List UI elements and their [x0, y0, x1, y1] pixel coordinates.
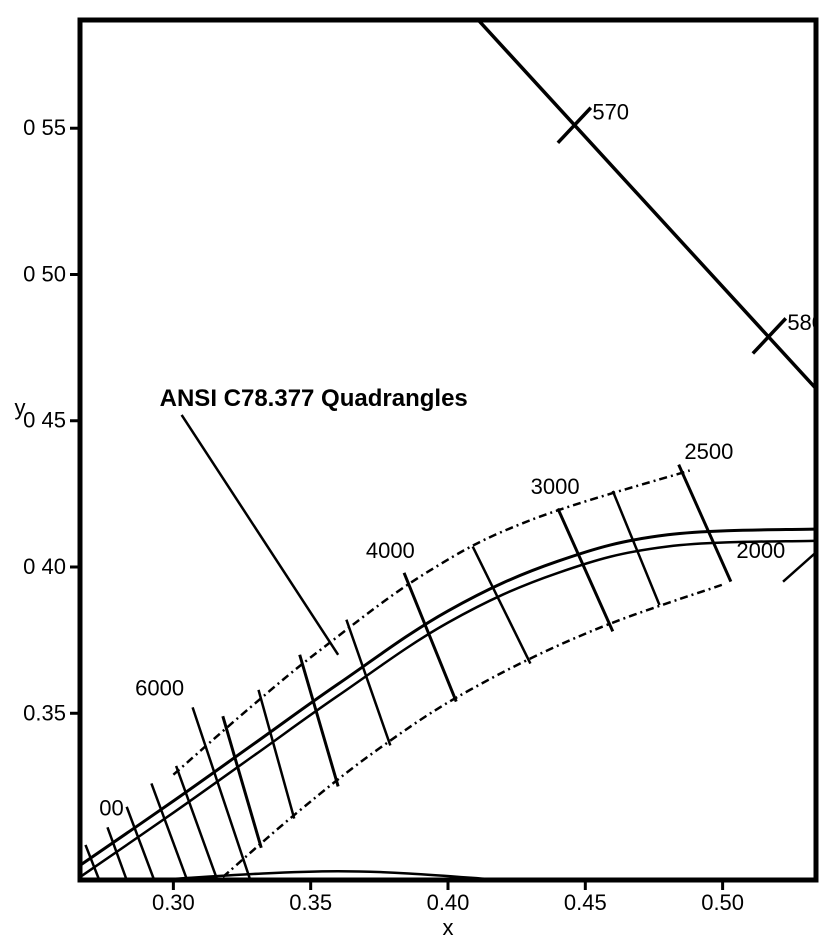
cct-separator: [679, 465, 731, 582]
iso-line: [151, 783, 187, 880]
iso-line: [85, 845, 99, 880]
spectral-locus: [478, 20, 816, 389]
y-tick-label: 0 40: [23, 554, 66, 579]
x-tick-label: 0.40: [427, 890, 470, 915]
cct-label-2000: 2000: [736, 538, 785, 563]
y-tick-label: 0 50: [23, 261, 66, 286]
cct-separator: [223, 716, 261, 848]
annotation-leader: [182, 415, 339, 655]
x-tick-label: 0.50: [701, 890, 744, 915]
y-tick-label: 0.35: [23, 700, 66, 725]
x-tick-label: 0.45: [564, 890, 607, 915]
cct-label-partial: 00: [99, 796, 123, 821]
spectral-tick-label: 570: [592, 99, 629, 124]
cie-chart: 0.30 0.35 0.40 0.45 0.50 x 0.35 0 40 0 45 0 50 0 5…: [0, 0, 838, 935]
y-tick-label: 0 45: [23, 408, 66, 433]
y-tick-label: 0 55: [23, 115, 66, 140]
cct-separator: [404, 573, 456, 702]
cct-label: 2500: [684, 439, 733, 464]
cct-midline: [346, 620, 390, 746]
x-axis-label: x: [443, 915, 454, 935]
cct-label: 4000: [366, 538, 415, 563]
quadrangle-lower: [223, 585, 723, 877]
cct-separator: [300, 655, 338, 787]
y-axis-label: y: [15, 395, 26, 420]
spectral-tick-label: 580: [787, 310, 824, 335]
planckian-locus: [80, 529, 816, 865]
x-tick-label: 0.30: [152, 890, 195, 915]
planckian-locus-dup: [80, 541, 816, 877]
iso-2000: [783, 552, 816, 581]
cct-label: 3000: [531, 474, 580, 499]
cct-label: 6000: [135, 676, 184, 701]
annotation-text: ANSI C78.377 Quadrangles: [160, 385, 468, 412]
cct-midline: [259, 690, 295, 819]
x-tick-label: 0.35: [289, 890, 332, 915]
